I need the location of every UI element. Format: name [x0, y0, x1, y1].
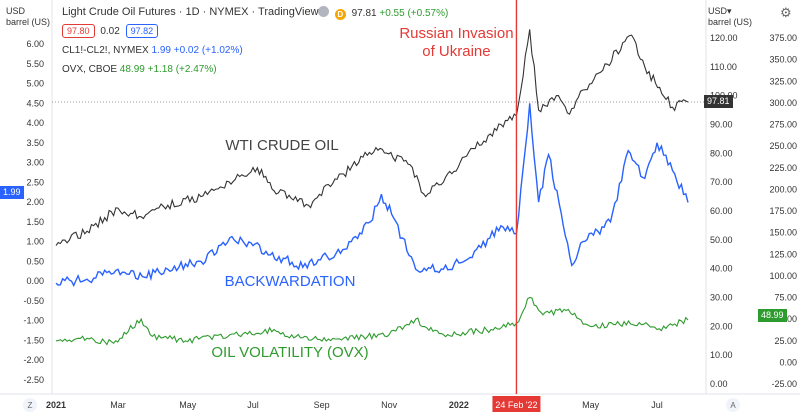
zoom-button-label: Z [28, 401, 33, 410]
ovx-tick-label: 275.00 [769, 120, 797, 130]
series-line-wti-crude-oil [55, 29, 689, 246]
ovx-tick-label: 0.00 [779, 357, 797, 367]
left-axis-unit[interactable]: USD barrel (US) [6, 6, 51, 27]
left-tick-label: 6.00 [26, 39, 44, 49]
ovx-tick-label: 100.00 [769, 271, 797, 281]
ovx-price-marker: 48.99 [758, 309, 787, 322]
wti-tick-label: 60.00 [710, 206, 733, 216]
last-price: 97.81 [351, 8, 377, 19]
zoom-button-bg [23, 398, 37, 412]
left-tick-label: -1.50 [23, 335, 44, 345]
gear-icon[interactable]: ⚙ [780, 5, 792, 20]
wti-tick-label: 0.00 [710, 379, 728, 389]
spread-series-legend[interactable]: CL1!-CL2!, NYMEX 1.99 +0.02 (+1.02%) [62, 45, 243, 56]
left-tick-label: -2.50 [23, 375, 44, 385]
wti-tick-label: 40.00 [710, 264, 733, 274]
eye-icon[interactable] [318, 6, 329, 17]
ask-price[interactable]: 97.82 [125, 24, 159, 38]
time-tick-label: 2021 [46, 400, 66, 410]
wti-tick-label: 90.00 [710, 120, 733, 130]
ovx-tick-label: 250.00 [769, 141, 797, 151]
event-date-tag: 24 Feb '22 [495, 400, 537, 410]
left-tick-label: 3.00 [26, 158, 44, 168]
left-tick-label: 5.00 [26, 79, 44, 89]
ovx-tick-label: 350.00 [769, 55, 797, 65]
price-change: +0.55 (+0.57%) [379, 8, 449, 19]
time-tick-label: Sep [314, 400, 330, 410]
time-tick-label: 2022 [449, 400, 469, 410]
time-tick-label: Mar [110, 400, 126, 410]
left-axis: 6.00 5.50 5.00 4.50 4.00 3.50 3.00 2.50 2.00 1.50… [23, 39, 44, 385]
wti-tick-label: 110.00 [710, 62, 737, 72]
wti-tick-label: 120.00 [710, 33, 738, 43]
ovx-tick-label: 175.00 [769, 206, 797, 216]
d-badge-icon[interactable]: D [334, 9, 346, 20]
time-tick-label: Jul [247, 400, 259, 410]
right-axis-unit[interactable]: USD▾ barrel (US) [708, 6, 753, 27]
left-tick-label: -1.00 [23, 316, 44, 326]
left-tick-label: 0.50 [26, 256, 44, 266]
left-tick-label: 3.50 [26, 138, 44, 148]
left-tick-label: 1.50 [26, 217, 44, 227]
ovx-symbol: OVX, CBOE [62, 64, 118, 75]
ovx-tick-label: 325.00 [769, 76, 797, 86]
ovx-tick-label: -25.00 [771, 379, 797, 389]
wti-tick-label: 10.00 [710, 350, 733, 360]
auto-scale-button-bg [726, 398, 740, 412]
ovx-tick-label: 75.00 [774, 293, 797, 303]
ovx-change: +1.18 (+2.47%) [147, 64, 217, 75]
event-annotation-line: of Ukraine [422, 43, 490, 60]
series-line-backwardation [55, 103, 689, 288]
wti-tick-label: 30.00 [710, 293, 733, 303]
ovx-tick-label: 25.00 [774, 336, 797, 346]
left-spread-marker: 1.99 [0, 186, 24, 199]
ovx-last: 48.99 [119, 64, 145, 75]
spread-last: 1.99 [151, 45, 171, 56]
left-tick-label: -0.50 [23, 296, 44, 306]
chart-title: Light Crude Oil Futures · 1D · NYMEX · T… [62, 6, 319, 18]
series-label-2: OIL VOLATILITY (OVX) [211, 344, 368, 361]
header-quote: D 97.81 +0.55 (+0.57%) [318, 6, 448, 20]
spread-value: 0.02 [100, 26, 120, 37]
left-tick-label: 5.50 [26, 59, 44, 69]
time-tick-label: Jul [651, 400, 663, 410]
time-tick-label: May [582, 400, 600, 410]
series-line-oil-volatility-ovx [55, 296, 689, 346]
series-label-0: WTI CRUDE OIL [225, 137, 338, 154]
left-tick-label: 4.00 [26, 118, 44, 128]
time-tick-label: May [179, 400, 197, 410]
ovx-tick-label: 150.00 [769, 228, 797, 238]
event-annotation-line: Russian Invasion [399, 25, 513, 42]
ovx-series-legend[interactable]: OVX, CBOE 48.99 +1.18 (+2.47%) [62, 64, 217, 75]
ovx-tick-label: 375.00 [769, 33, 797, 43]
left-tick-label: 0.00 [26, 276, 44, 286]
wti-price-marker: 97.81 [704, 95, 733, 108]
bid-price[interactable]: 97.80 [62, 24, 95, 38]
bid-ask-row: 97.80 0.02 97.82 [62, 24, 161, 38]
ovx-tick-label: 300.00 [769, 98, 797, 108]
left-tick-label: -2.00 [23, 355, 44, 365]
left-tick-label: 4.50 [26, 98, 44, 108]
ovx-tick-label: 225.00 [769, 163, 797, 173]
spread-symbol: CL1!-CL2!, NYMEX [62, 45, 149, 56]
time-axis: 2021 Mar May Jul Sep Nov 2022 May Jul Z A [23, 398, 740, 412]
wti-tick-label: 70.00 [710, 177, 733, 187]
series-label-1: BACKWARDATION [225, 273, 356, 290]
left-tick-label: 1.00 [26, 237, 44, 247]
symbol-title: Light Crude Oil Futures · 1D · NYMEX · T… [62, 6, 319, 18]
ovx-tick-label: 125.00 [769, 249, 797, 259]
auto-scale-button-label: A [730, 401, 736, 410]
wti-tick-label: 80.00 [710, 148, 733, 158]
ovx-tick-label: 200.00 [769, 184, 797, 194]
wti-tick-label: 50.00 [710, 235, 733, 245]
event-date-tag-bg [492, 396, 541, 412]
time-tick-label: Nov [381, 400, 398, 410]
wti-tick-label: 20.00 [710, 321, 733, 331]
left-tick-label: 2.50 [26, 177, 44, 187]
left-tick-label: 2.00 [26, 197, 44, 207]
spread-change: +0.02 (+1.02%) [173, 45, 243, 56]
